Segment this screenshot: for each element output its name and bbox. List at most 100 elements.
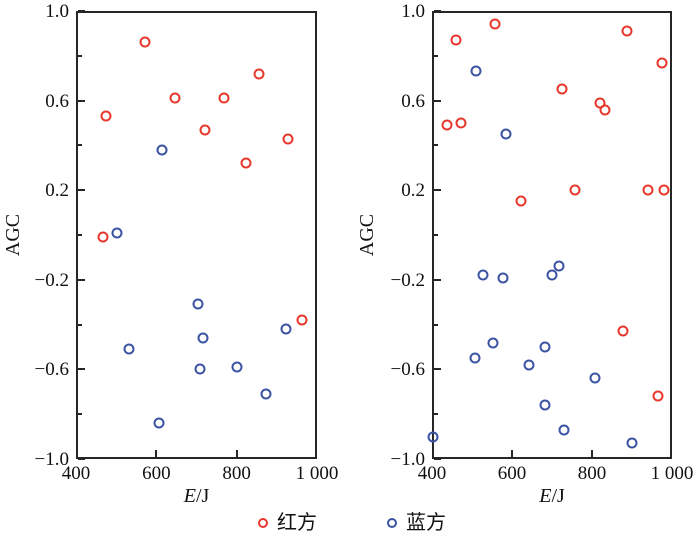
data-point-blue <box>123 343 135 355</box>
x-axis-unit: /J <box>551 485 565 507</box>
data-point-blue <box>470 65 482 77</box>
y-minor-tick <box>78 54 82 57</box>
y-tick-label: 0.6 <box>401 90 425 112</box>
y-tick <box>78 368 85 371</box>
data-point-red <box>240 157 251 169</box>
legend-item-red: 红方 <box>258 511 317 535</box>
data-point-blue <box>558 424 570 436</box>
y-tick <box>78 278 85 281</box>
x-axis-label: E/J <box>539 486 565 506</box>
x-tick <box>591 450 593 457</box>
data-point-blue <box>469 352 481 364</box>
y-tick <box>78 458 85 460</box>
y-tick <box>434 278 441 281</box>
data-point-blue <box>111 227 123 239</box>
data-point-blue <box>589 372 601 384</box>
y-minor-tick <box>78 234 82 236</box>
data-point-red <box>621 25 633 37</box>
legend-label-blue: 蓝方 <box>406 512 446 534</box>
data-point-red <box>100 110 112 122</box>
data-point-red <box>218 92 230 104</box>
x-tick-label: 1 000 <box>295 463 339 484</box>
data-point-red <box>455 117 467 129</box>
y-tick <box>78 99 85 102</box>
data-point-red <box>450 34 462 46</box>
y-tick <box>78 189 85 192</box>
x-tick <box>511 450 513 457</box>
data-point-blue <box>500 128 512 140</box>
x-tick-label: 800 <box>577 463 607 484</box>
x-axis-label: E/J <box>184 486 210 506</box>
data-point-red <box>139 36 151 48</box>
data-point-red <box>652 390 664 402</box>
y-tick-label: 0.2 <box>401 180 425 202</box>
y-tick <box>434 189 441 192</box>
y-tick-label: −1.0 <box>390 449 425 470</box>
y-minor-tick <box>78 144 82 147</box>
data-point-blue <box>153 417 165 429</box>
data-point-blue <box>231 361 243 373</box>
y-tick-label: −1.0 <box>34 449 69 470</box>
data-point-red <box>515 195 527 207</box>
data-point-blue <box>487 337 499 349</box>
data-point-red <box>199 124 211 136</box>
data-point-red <box>569 184 581 196</box>
data-point-red <box>658 184 670 196</box>
x-tick-label: 800 <box>222 463 251 484</box>
data-point-blue <box>477 269 489 281</box>
red-circle-marker-icon <box>258 518 268 528</box>
y-minor-tick <box>434 323 438 326</box>
data-point-red <box>169 92 181 104</box>
blue-circle-marker-icon <box>387 518 397 528</box>
y-minor-tick <box>434 54 438 57</box>
data-point-blue <box>156 144 168 156</box>
y-tick-label: −0.2 <box>34 269 69 291</box>
data-point-blue <box>497 272 509 284</box>
data-point-red <box>599 104 611 116</box>
y-minor-tick <box>434 413 438 416</box>
data-point-blue <box>523 359 535 371</box>
data-point-blue <box>546 269 558 281</box>
data-point-red <box>617 325 629 337</box>
y-tick-label: −0.6 <box>390 359 425 381</box>
y-tick <box>434 10 441 12</box>
data-point-blue <box>427 431 439 443</box>
data-point-blue <box>553 260 565 272</box>
y-minor-tick <box>434 144 438 147</box>
y-tick <box>434 368 441 371</box>
x-axis-unit: /J <box>195 485 210 507</box>
x-tick-label: 400 <box>417 463 447 484</box>
x-tick-label: 400 <box>61 463 91 484</box>
data-point-blue <box>260 388 272 400</box>
legend-label-red: 红方 <box>277 512 317 534</box>
data-point-red <box>97 231 108 243</box>
data-point-red <box>296 314 308 326</box>
data-point-blue <box>194 363 206 375</box>
data-point-blue <box>626 437 638 449</box>
y-tick-label: −0.2 <box>390 269 425 291</box>
x-tick-label: 600 <box>142 463 171 484</box>
data-point-blue <box>280 323 292 335</box>
x-tick <box>155 450 158 457</box>
plot-box <box>76 11 317 459</box>
y-tick <box>78 10 85 12</box>
y-tick-label: 0.2 <box>45 180 69 202</box>
y-tick-label: 1.0 <box>401 1 425 22</box>
data-point-blue <box>192 298 204 310</box>
data-point-blue <box>197 332 209 344</box>
x-tick-label: 1 000 <box>650 463 694 484</box>
data-point-red <box>556 83 568 95</box>
y-axis-label: AGC <box>356 213 378 257</box>
data-point-red <box>656 57 668 69</box>
data-point-red <box>253 68 265 80</box>
data-point-blue <box>539 399 551 411</box>
data-point-red <box>282 133 294 145</box>
y-tick-label: 1.0 <box>45 1 69 22</box>
y-minor-tick <box>434 234 438 236</box>
plot-box <box>432 11 672 459</box>
y-tick <box>434 458 441 460</box>
y-axis-label: AGC <box>2 213 24 257</box>
y-minor-tick <box>78 323 82 326</box>
y-minor-tick <box>78 413 82 416</box>
